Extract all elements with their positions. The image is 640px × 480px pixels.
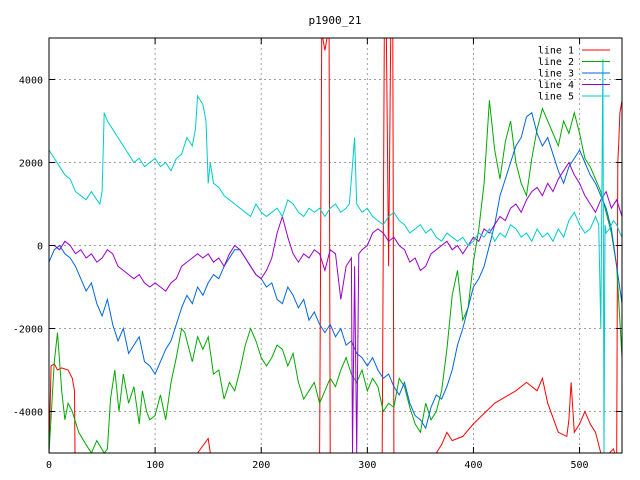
series-line-3 bbox=[49, 111, 622, 430]
y-tick-label: -4000 bbox=[13, 408, 43, 419]
series-line-4 bbox=[49, 161, 622, 453]
series-line-5 bbox=[49, 58, 622, 453]
x-tick-label: 400 bbox=[464, 460, 482, 471]
x-tick-label: 500 bbox=[571, 460, 589, 471]
y-tick-label: 4000 bbox=[19, 76, 43, 87]
chart-title: p1900_21 bbox=[309, 14, 362, 27]
y-tick-label: 0 bbox=[37, 242, 43, 253]
series-layer bbox=[49, 38, 622, 453]
legend-label-5: line 5 bbox=[538, 92, 574, 103]
grid bbox=[49, 38, 622, 453]
legend-label-1: line 1 bbox=[538, 46, 574, 57]
x-tick-label: 0 bbox=[46, 460, 52, 471]
series-line-1 bbox=[49, 38, 622, 453]
x-tick-label: 200 bbox=[252, 460, 270, 471]
legend-label-4: line 4 bbox=[538, 80, 574, 91]
x-tick-label: 300 bbox=[358, 460, 376, 471]
axis-ticks: 0 100 200 300 400 500 -4000 -2000 0 2000 4000 bbox=[13, 38, 622, 471]
legend-label-3: line 3 bbox=[538, 69, 574, 80]
y-tick-label: -2000 bbox=[13, 325, 43, 336]
x-tick-label: 100 bbox=[146, 460, 164, 471]
y-tick-label: 2000 bbox=[19, 159, 43, 170]
series-line-2 bbox=[49, 100, 622, 453]
legend-label-2: line 2 bbox=[538, 57, 574, 68]
